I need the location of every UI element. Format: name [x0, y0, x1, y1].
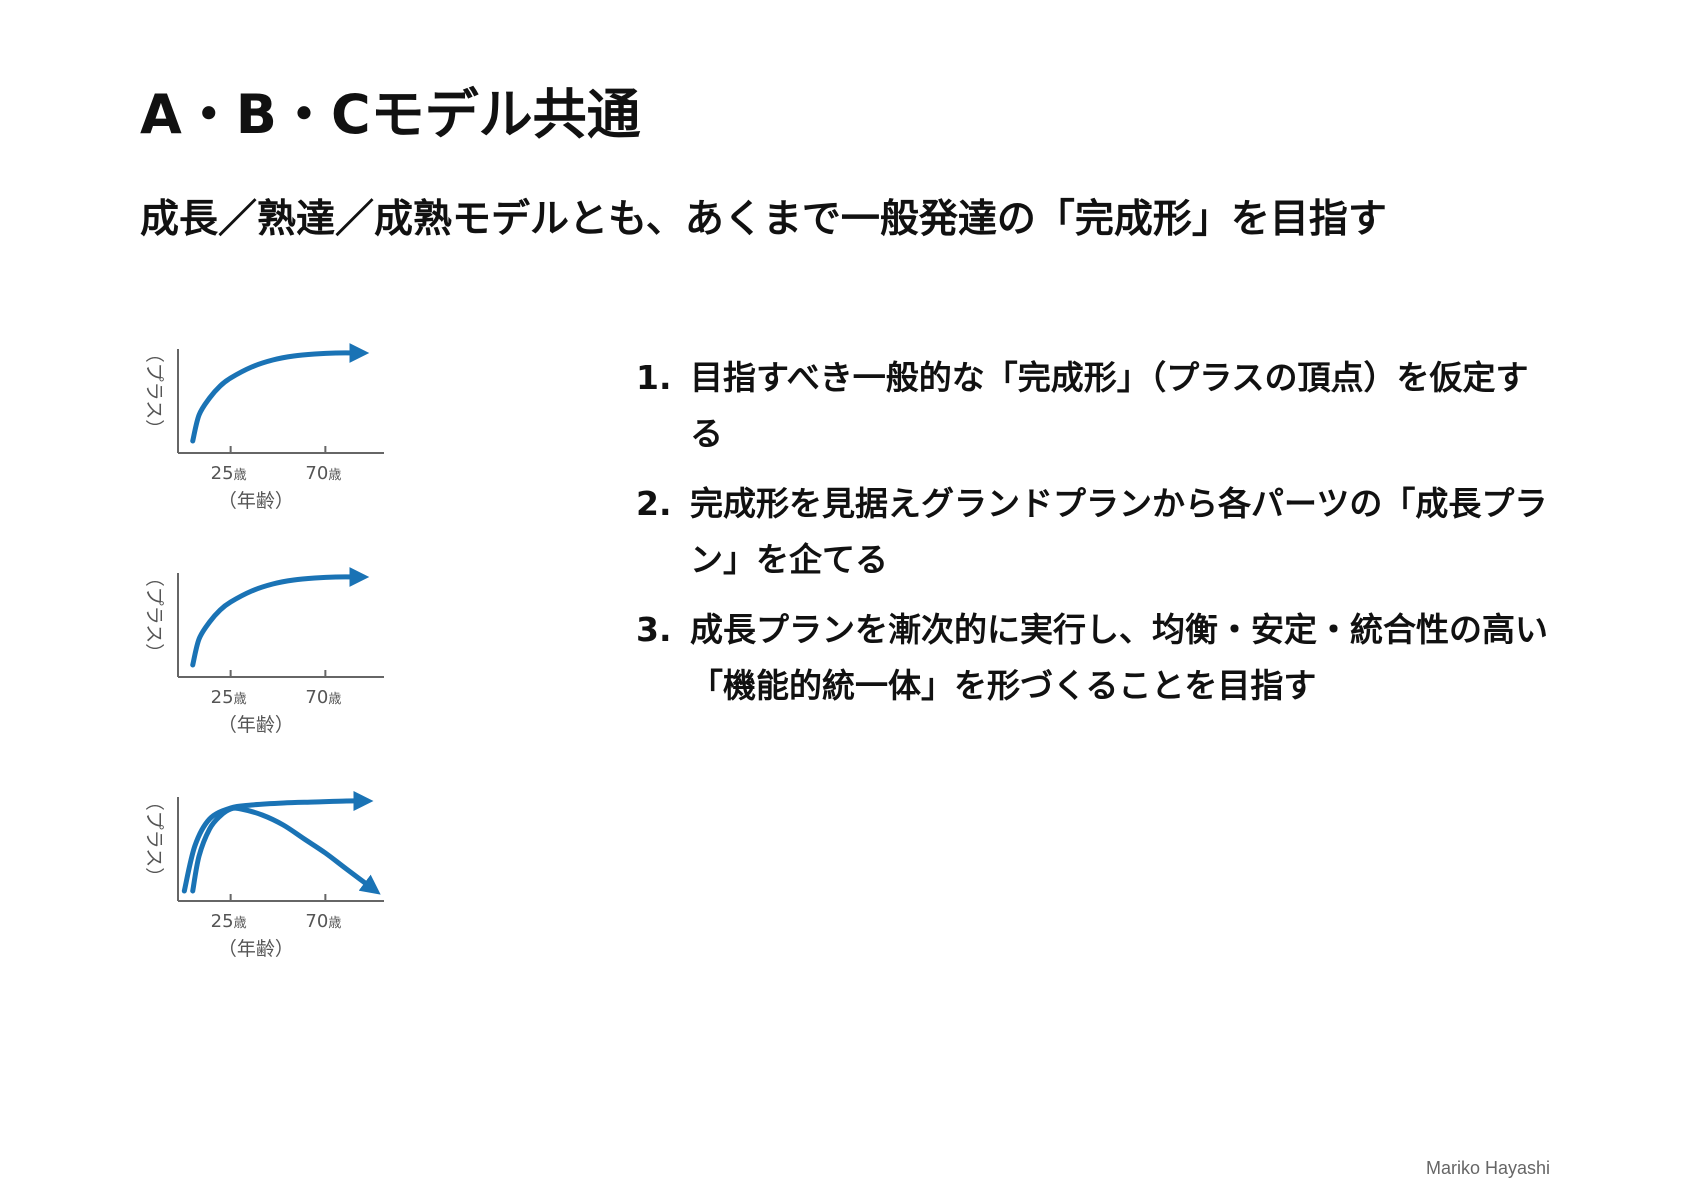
x-axis-label: （年齢）	[218, 938, 294, 960]
key-point-text: 目指すべき一般的な「完成形」（プラスの頂点）を仮定する	[690, 358, 1529, 453]
chart-svg: （プラス） 25歳 70歳 （年齢）	[143, 342, 384, 512]
key-point-number: 1.	[636, 358, 672, 397]
chart-svg: （プラス） 25歳 70歳 （年齢）	[143, 790, 384, 960]
page-subtitle: 成長／熟達／成熟モデルとも、あくまで一般発達の「完成形」を目指す	[140, 197, 1387, 242]
x-axis-label: （年齢）	[218, 714, 294, 736]
x-tick-label: 25歳	[211, 687, 247, 708]
y-axis-label: （プラス）	[143, 792, 165, 887]
series-line-1	[190, 342, 370, 444]
key-point-text: 完成形を見据えグランドプランから各パーツの「成長プラン」を企てる	[690, 484, 1548, 579]
page-title: A・B・Cモデル共通	[140, 83, 641, 146]
y-axis-label: （プラス）	[143, 568, 165, 663]
key-point: 3. 成長プランを漸次的に実行し、均衡・安定・統合性の高い「機能的統一体」を形づ…	[636, 602, 1556, 714]
x-axis-label: （年齢）	[218, 490, 294, 512]
x-tick-label: 70歳	[305, 911, 341, 932]
x-tick-label: 70歳	[305, 463, 341, 484]
growth-model-chart: （プラス） 25歳 70歳 （年齢）	[130, 340, 420, 540]
x-tick-label: 25歳	[211, 463, 247, 484]
key-point: 2. 完成形を見据えグランドプランから各パーツの「成長プラン」を企てる	[636, 476, 1556, 588]
author-credit: Mariko Hayashi	[1425, 1158, 1550, 1178]
mastery-model-chart: （プラス） 25歳 70歳 （年齢）	[130, 564, 420, 764]
series-line-1	[190, 566, 370, 668]
key-point-text: 成長プランを漸次的に実行し、均衡・安定・統合性の高い「機能的統一体」を形づくるこ…	[690, 610, 1548, 705]
key-point-number: 2.	[636, 484, 672, 523]
maturity-model-chart: （プラス） 25歳 70歳 （年齢）	[130, 788, 420, 988]
key-point: 1. 目指すべき一般的な「完成形」（プラスの頂点）を仮定する	[636, 350, 1556, 462]
key-points-list: 1. 目指すべき一般的な「完成形」（プラスの頂点）を仮定する 2. 完成形を見据…	[636, 350, 1556, 728]
chart-svg: （プラス） 25歳 70歳 （年齢）	[143, 566, 384, 736]
y-axis-label: （プラス）	[143, 344, 165, 439]
series-line-1	[181, 790, 374, 894]
key-point-number: 3.	[636, 610, 672, 649]
series-line-2	[190, 805, 381, 895]
x-tick-label: 25歳	[211, 911, 247, 932]
x-tick-label: 70歳	[305, 687, 341, 708]
